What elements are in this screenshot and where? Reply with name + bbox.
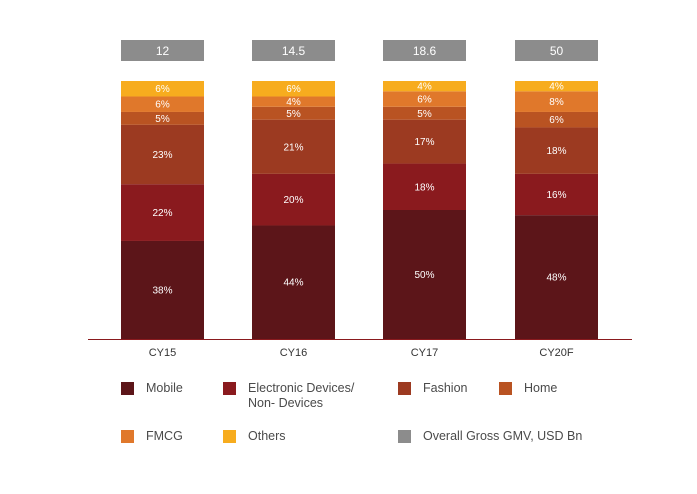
data-label: 44%	[283, 278, 303, 289]
total-label: 18.6	[413, 44, 437, 58]
total-box	[121, 40, 204, 61]
total-label: 50	[550, 44, 564, 58]
x-tick-label: CY17	[411, 347, 439, 359]
bar-segment-fmcg	[515, 91, 598, 112]
bar-segment-mobile	[121, 240, 204, 339]
bar-segment-mobile	[515, 215, 598, 339]
data-label: 6%	[549, 115, 564, 126]
bar-segment-fashion	[383, 119, 466, 164]
data-label: 5%	[286, 109, 301, 120]
data-label: 6%	[417, 95, 432, 106]
data-label: 48%	[546, 273, 566, 284]
bar-segment-fashion	[121, 124, 204, 185]
bar-segment-mobile	[252, 225, 335, 339]
bar-segment-fmcg	[383, 91, 466, 107]
bar-segment-fmcg	[252, 96, 335, 107]
data-label: 8%	[549, 97, 564, 108]
bar-segment-fmcg	[121, 96, 204, 112]
bar-segment-electronic-devices-non-devices	[121, 184, 204, 241]
bar-segment-home	[515, 111, 598, 128]
bar-segment-fashion	[252, 119, 335, 174]
data-label: 23%	[152, 150, 172, 161]
total-box	[252, 40, 335, 61]
bar-segment-home	[383, 106, 466, 120]
bar-segment-electronic-devices-non-devices	[252, 173, 335, 226]
data-label: 22%	[152, 208, 172, 219]
bar-segment-fashion	[515, 127, 598, 174]
bar-segment-home	[121, 111, 204, 125]
data-label: 4%	[417, 82, 432, 93]
total-label: 14.5	[282, 44, 306, 58]
data-label: 18%	[414, 182, 434, 193]
data-label: 50%	[414, 270, 434, 281]
x-tick-label: CY15	[149, 347, 177, 359]
data-label: 4%	[549, 82, 564, 93]
data-label: 16%	[546, 190, 566, 201]
data-label: 6%	[155, 100, 170, 111]
bar-segment-electronic-devices-non-devices	[383, 163, 466, 210]
x-tick-label: CY16	[280, 347, 308, 359]
data-label: 17%	[414, 137, 434, 148]
bar-segment-others	[252, 81, 335, 97]
data-label: 5%	[417, 109, 432, 120]
bar-segment-electronic-devices-non-devices	[515, 173, 598, 216]
bar-segment-others	[515, 81, 598, 92]
bar-segment-others	[383, 81, 466, 92]
data-label: 5%	[155, 114, 170, 125]
total-box	[383, 40, 466, 61]
data-label: 21%	[283, 142, 303, 153]
total-label: 12	[156, 44, 170, 58]
data-label: 20%	[283, 195, 303, 206]
data-label: 4%	[286, 97, 301, 108]
data-label: 38%	[152, 285, 172, 296]
bar-segment-others	[121, 81, 204, 97]
data-label: 18%	[546, 146, 566, 157]
x-tick-label: CY20F	[539, 347, 574, 359]
data-label: 6%	[286, 84, 301, 95]
bar-segment-home	[252, 106, 335, 120]
data-label: 6%	[155, 84, 170, 95]
total-box	[515, 40, 598, 61]
bar-segment-mobile	[383, 210, 466, 339]
